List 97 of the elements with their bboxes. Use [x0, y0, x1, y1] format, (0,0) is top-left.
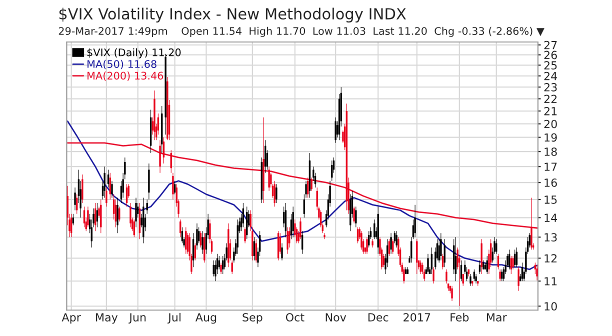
candlestick — [403, 266, 405, 284]
candlestick — [286, 226, 288, 254]
candlestick — [382, 254, 384, 268]
chart-subtitle: 29-Mar-2017 1:49pm Open 11.54 High 11.70 Low 11.03 Last 11.20 Chg -0.33 (-2.86%) ▼ — [58, 26, 544, 37]
candlestick — [310, 177, 312, 192]
candlestick — [185, 226, 187, 254]
candlestick — [135, 197, 137, 228]
candlestick — [432, 266, 434, 284]
x-tick-label: Feb — [450, 312, 469, 322]
candlestick — [470, 274, 472, 286]
y-tick-label: 20 — [544, 120, 557, 128]
x-tick-label: May — [96, 313, 118, 324]
x-tick-label: Apr — [62, 313, 81, 324]
candlestick — [396, 230, 398, 248]
y-tick-label: 13 — [544, 233, 557, 242]
legend-label: $VIX (Daily) 11.20 — [87, 48, 181, 58]
y-tick-label: 11 — [544, 277, 557, 286]
x-tick-label: Mar — [486, 313, 507, 322]
candlestick — [220, 262, 222, 274]
candlestick — [83, 206, 86, 228]
candlestick — [368, 230, 370, 248]
candlestick — [137, 202, 139, 218]
candlestick — [159, 140, 161, 174]
y-tick-label: 15 — [544, 196, 557, 204]
x-tick-label: Oct — [286, 313, 304, 322]
y-tick-label: 19 — [544, 133, 557, 142]
candlestick — [355, 206, 357, 228]
x-tick-label: Dec — [368, 313, 388, 322]
chart-title: $VIX Volatility Index - New Methodology INDX — [59, 8, 406, 23]
candlestick — [130, 202, 132, 228]
candlestick — [518, 266, 520, 292]
candlestick — [109, 172, 111, 200]
x-tick-label: Sep — [242, 313, 262, 324]
candlestick — [116, 197, 118, 234]
y-tick-label: 26 — [544, 50, 557, 60]
y-tick-label: 10 — [544, 302, 557, 311]
candlestick — [111, 180, 113, 198]
y-tick-label: 22 — [544, 94, 557, 103]
candlestick — [388, 238, 390, 256]
y-tick-label: 16 — [544, 178, 557, 187]
x-tick-label: Jul — [168, 312, 180, 324]
candlestick — [196, 223, 198, 250]
candlestick — [446, 269, 448, 284]
y-tick-label: 24 — [544, 72, 558, 80]
y-tick-label: 18 — [544, 148, 557, 156]
candlestick — [342, 130, 344, 144]
candlestick — [74, 187, 76, 211]
y-tick-label: 21 — [544, 106, 557, 116]
candlestick — [72, 214, 74, 226]
candlestick — [360, 230, 362, 250]
legend-label: MA(50) 11.68 — [88, 60, 156, 70]
candlestick — [148, 163, 150, 200]
y-tick-label: 12 — [544, 254, 557, 262]
candlestick — [202, 230, 204, 254]
candlestick — [96, 202, 98, 228]
x-tick-label: Aug — [195, 313, 216, 324]
candlestick — [510, 256, 512, 274]
x-tick-label: 2017 — [404, 313, 430, 322]
candlestick — [501, 269, 503, 282]
candlestick — [82, 174, 84, 204]
candlestick — [530, 197, 532, 250]
candlestick — [244, 226, 246, 244]
candlestick — [106, 187, 108, 207]
candlestick — [324, 232, 326, 240]
candlestick — [440, 232, 442, 261]
candlestick — [300, 217, 302, 240]
candlestick — [281, 243, 283, 261]
y-tick-label: 27 — [544, 40, 557, 50]
x-tick-label: Jun — [128, 313, 146, 324]
candlestick — [512, 256, 514, 270]
candlestick — [451, 286, 453, 302]
candlestick — [536, 264, 538, 281]
candlestick — [353, 206, 355, 224]
candlestick — [268, 166, 270, 192]
candlestick — [87, 206, 89, 228]
candlestick — [475, 274, 477, 284]
candlestick — [292, 206, 294, 238]
y-tick-label: 14 — [544, 214, 558, 222]
x-tick-label: Nov — [326, 313, 346, 322]
candlestick — [172, 172, 174, 200]
candlestick — [499, 269, 501, 282]
candlestick — [334, 117, 336, 144]
candlestick — [200, 230, 202, 248]
y-tick-label: 25 — [544, 61, 557, 70]
y-tick-label: 17 — [544, 162, 557, 171]
candlestick — [516, 247, 518, 268]
candlestick — [416, 238, 418, 274]
legend-label: MA(200) 13.46 — [88, 72, 164, 81]
candlestick — [276, 184, 278, 204]
candlestick — [414, 204, 416, 238]
candlestick — [420, 260, 422, 274]
candlestick — [390, 232, 392, 254]
candlestick — [366, 236, 368, 254]
candlestick — [104, 166, 106, 198]
candlestick — [480, 238, 482, 274]
y-tick-label: 23 — [544, 83, 557, 92]
candlestick — [427, 254, 429, 274]
